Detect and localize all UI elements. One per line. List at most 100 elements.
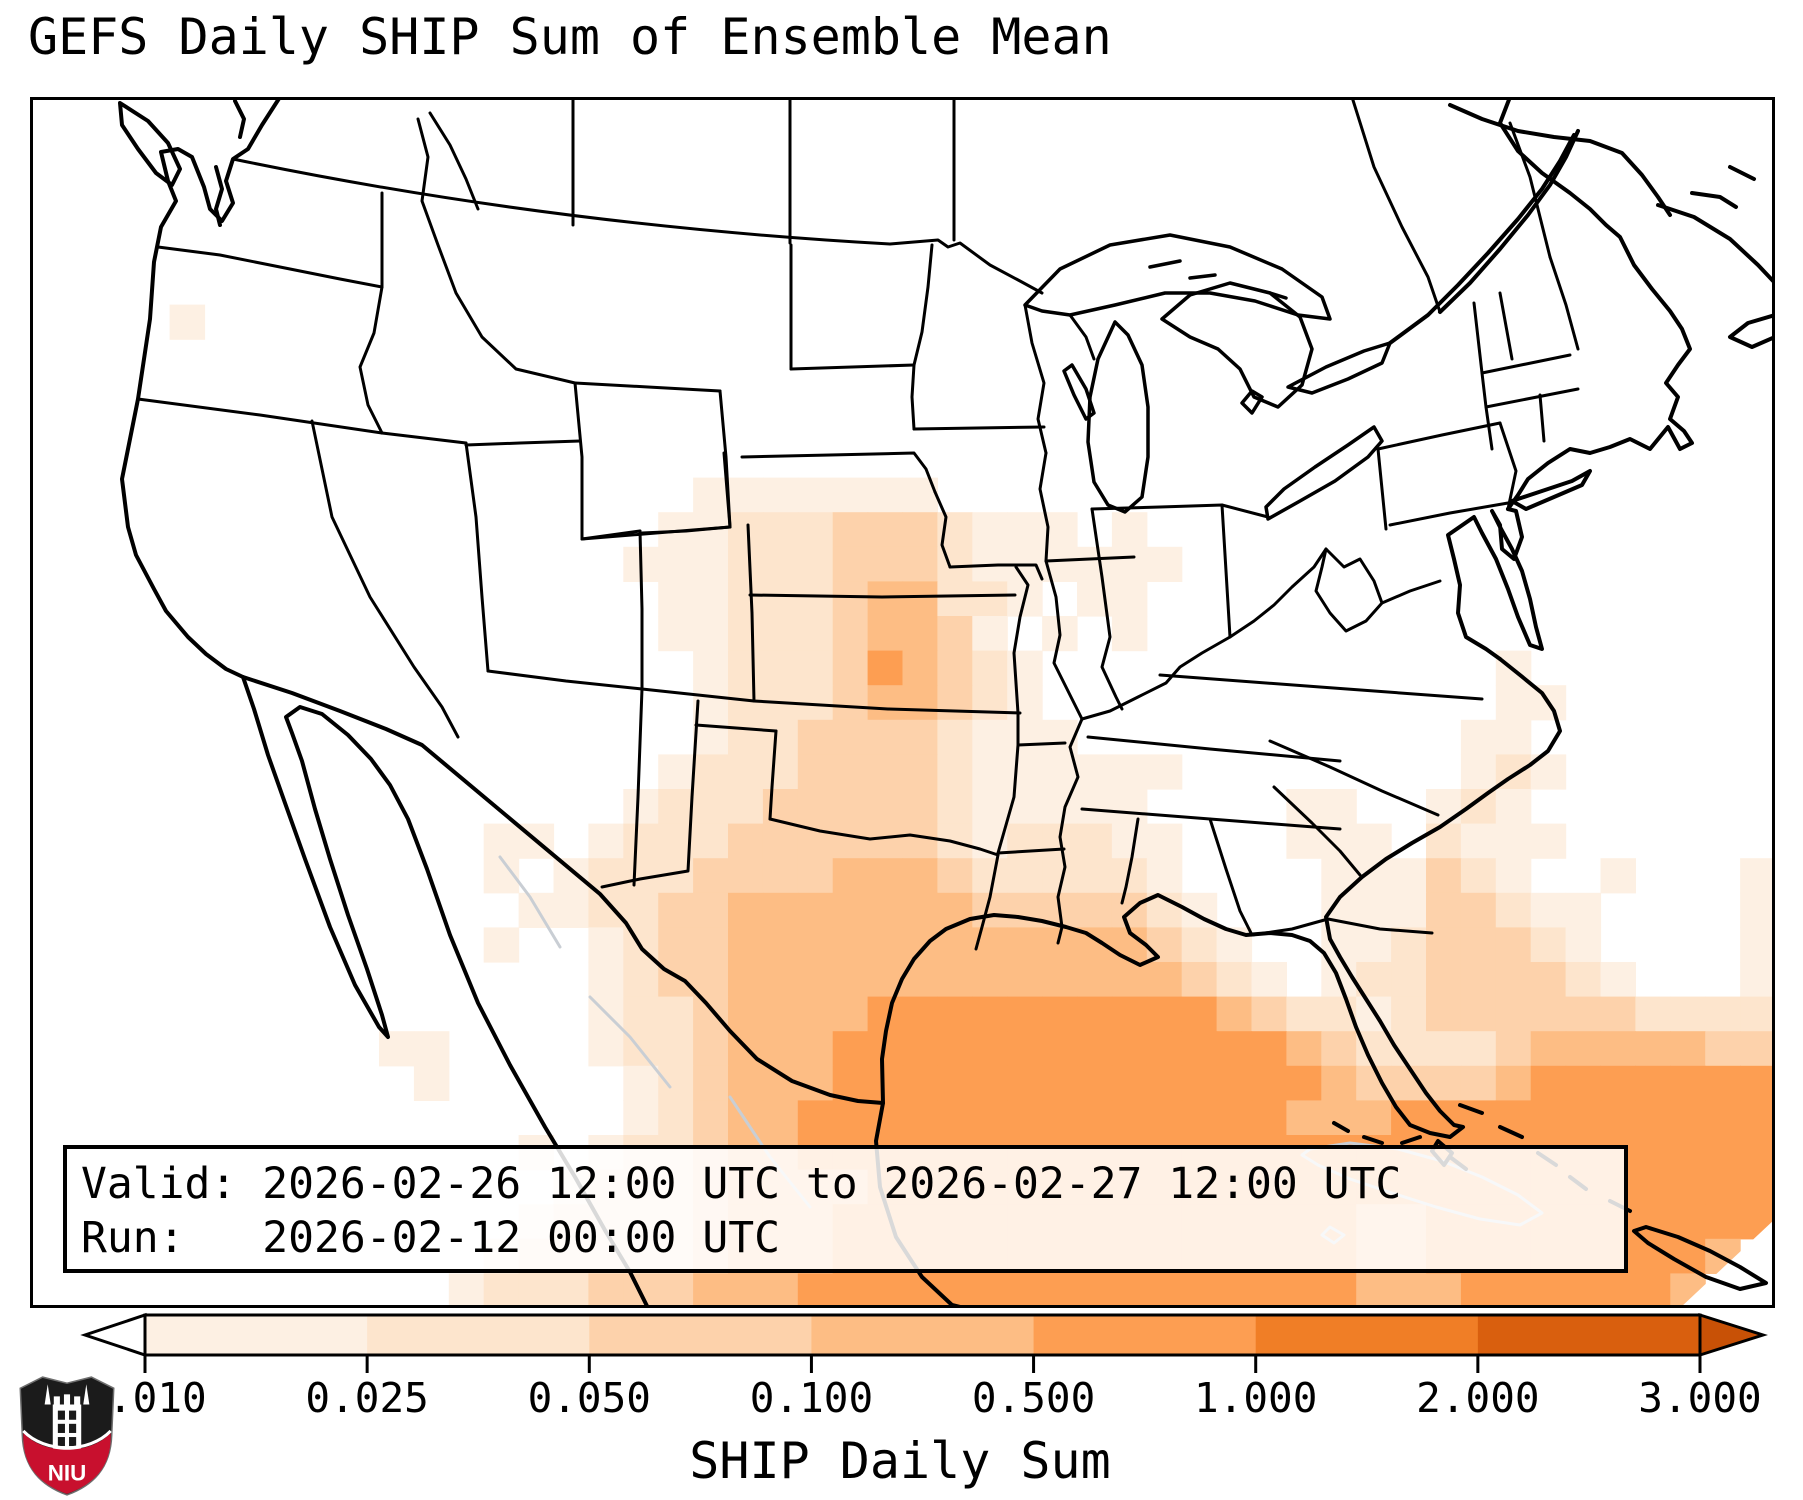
heat-cell [762,962,799,998]
heat-cell [1391,962,1427,998]
heat-cell [937,719,973,755]
heat-cell [1077,996,1113,1032]
heat-cell [553,858,589,894]
heat-cell [1705,1204,1741,1240]
heat-cell [658,581,694,617]
bahamas-2 [1498,1125,1524,1139]
heat-cell [1321,1065,1357,1101]
wa-or-border [156,245,384,289]
heat-cell [1705,1065,1741,1101]
heat-cell [1077,546,1113,582]
heat-cell [797,962,834,998]
map-frame [30,97,1775,1308]
heat-cell [1635,1100,1671,1136]
heat-cell [937,996,973,1032]
heat-cell [1530,962,1567,998]
heat-cell [1321,1100,1357,1136]
tx-panhandle-north [694,723,778,733]
heat-cell [1495,1065,1532,1101]
heat-cell [797,754,834,790]
heat-cell [1146,546,1183,582]
nh-me-border [1548,255,1580,351]
heat-cell [658,546,694,582]
heat-cell [1356,892,1392,928]
heat-cell [832,962,869,998]
heat-cell [832,719,869,755]
heat-cell [1007,754,1043,790]
heat-cell [1530,823,1567,859]
mn-ia-border [912,425,1046,431]
heat-cell [902,616,938,652]
colorbar-segment [1255,1315,1479,1355]
heat-cell [1007,1065,1043,1101]
heat-cell [972,754,1008,790]
heat-cell [1426,962,1462,998]
mexico-river-3 [498,855,562,949]
heat-cell [623,962,659,998]
heat-cell [1251,1100,1287,1136]
heat-cell [728,858,764,894]
heat-cell [1286,1100,1322,1136]
heat-cell [1635,1273,1671,1308]
heat-cell [937,616,973,652]
heat-cell [1286,996,1322,1032]
heat-cell [1565,927,1602,963]
heat-cell [1495,685,1532,721]
heat-cell [972,685,1008,721]
heat-cell [1007,1031,1043,1067]
heat-cell [1007,996,1043,1032]
heat-cell [1146,927,1183,963]
florida-keys-3 [1332,1121,1350,1133]
heat-cell [1077,1273,1113,1308]
mn-wi-border [1023,303,1048,455]
niu-spire-left [44,1384,51,1405]
heat-cell [1146,962,1183,998]
mn-west-border [910,243,934,431]
heat-cell [832,892,869,928]
heat-cell [658,1031,694,1067]
heat-cell [867,719,904,755]
heat-cell [1356,927,1392,963]
heat-cell [937,789,973,825]
heat-cell [1216,1031,1253,1067]
heat-cell [1042,996,1078,1032]
heat-cell [1426,996,1462,1032]
ma-north-border [1480,353,1572,375]
heat-cell [1530,1031,1567,1067]
lake-huron [1160,281,1314,409]
heat-cell [1007,719,1043,755]
bc-ab-border [428,111,480,211]
heat-cell [728,927,764,963]
heat-cell [658,927,694,963]
heat-cell [1460,754,1497,790]
lower-mississippi-river [1056,717,1084,945]
heat-cell [1670,1031,1706,1067]
upper-mississippi-river [1038,451,1084,721]
heat-cell [1530,892,1567,928]
nm-tx-border [600,699,700,889]
valid-text: Valid: 2026-02-26 12:00 UTC to 2026-02-2… [81,1159,1402,1209]
niu-spire-right [83,1384,90,1405]
superior-island-2 [1188,273,1217,280]
heat-cell [1042,1273,1078,1308]
heat-cell [413,1031,450,1067]
heat-cell [1111,789,1148,825]
heat-cell [1111,823,1148,859]
heat-cell [902,927,938,963]
heat-cell [902,1031,938,1067]
heat-cell [588,1031,624,1067]
heat-cell [1251,1273,1287,1308]
heat-cell [762,789,799,825]
heat-cell [1216,962,1253,998]
nova-scotia-coast [1656,203,1775,285]
heat-cell [1670,996,1706,1032]
heat-cell [832,789,869,825]
colorbar-tick-label: 2.000 [1416,1374,1539,1422]
heat-cell [797,616,834,652]
heat-cell [832,477,869,513]
colorbar-label: SHIP Daily Sum [689,1432,1110,1490]
figure-title: GEFS Daily SHIP Sum of Ensemble Mean [28,8,1112,66]
heat-cell [972,581,1008,617]
heat-cell [1216,996,1253,1032]
heat-cell [1705,1100,1741,1136]
